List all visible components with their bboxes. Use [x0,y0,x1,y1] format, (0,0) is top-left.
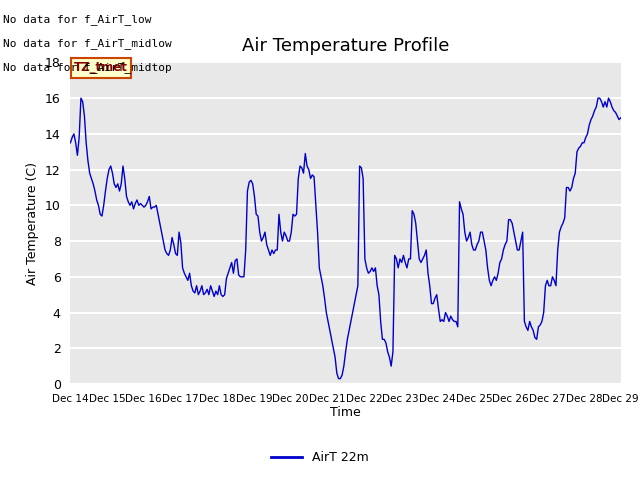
Text: TZ_tmet: TZ_tmet [74,61,128,74]
Text: No data for f_AirT_low: No data for f_AirT_low [3,14,152,25]
X-axis label: Time: Time [330,407,361,420]
Title: Air Temperature Profile: Air Temperature Profile [242,37,449,55]
Legend: AirT 22m: AirT 22m [266,446,374,469]
Y-axis label: Air Temperature (C): Air Temperature (C) [26,162,39,285]
Text: No data for f_AirT_midlow: No data for f_AirT_midlow [3,38,172,49]
Text: No data for f_AirT_midtop: No data for f_AirT_midtop [3,62,172,73]
